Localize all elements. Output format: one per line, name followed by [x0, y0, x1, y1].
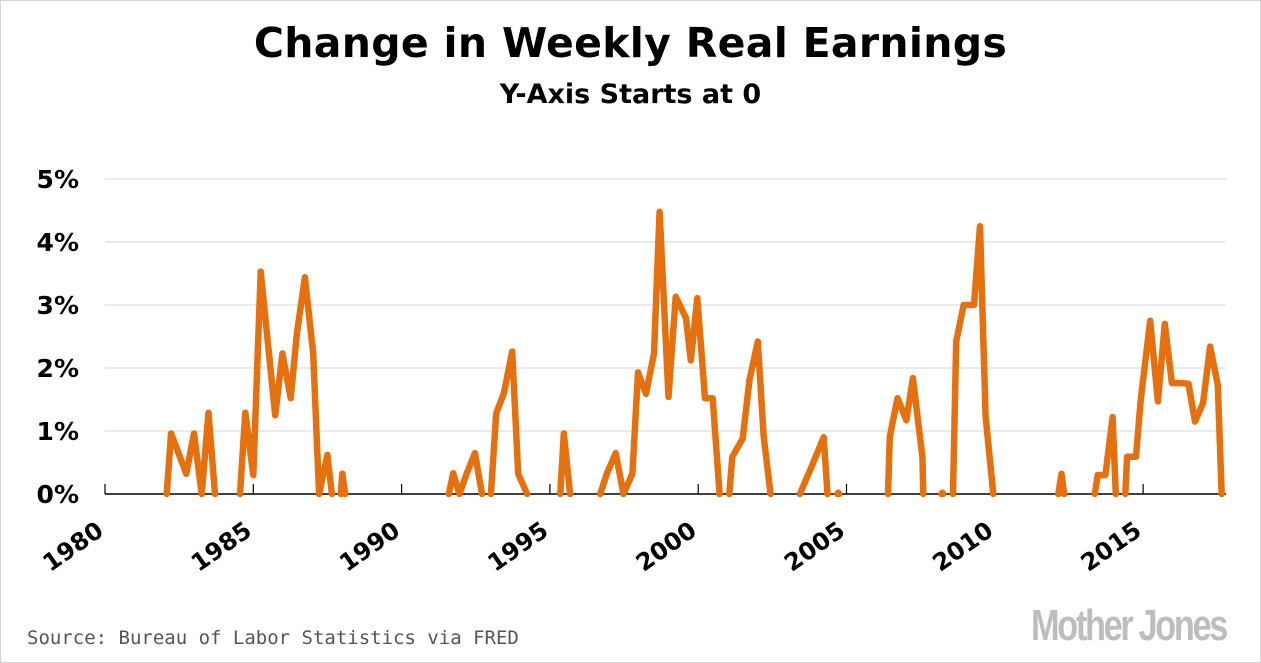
x-tick-label: 2005	[779, 516, 850, 577]
x-tick-label: 1985	[186, 516, 257, 577]
y-axis-labels: 0% 1% 2% 3% 4% 5%	[37, 165, 79, 509]
line-segment	[1091, 413, 1120, 498]
line-segment	[445, 449, 486, 498]
x-tick-label: 2010	[927, 516, 998, 577]
mother-jones-logo: Mother Jones	[1030, 601, 1228, 650]
line-segment	[1122, 317, 1225, 498]
line-segment	[726, 338, 774, 498]
source-note: Source: Bureau of Labor Statistics via F…	[27, 627, 519, 649]
line-segment	[163, 409, 219, 498]
y-tick-label: 2%	[37, 354, 79, 383]
line-segment	[938, 489, 947, 498]
chart-subtitle: Y-Axis Starts at 0	[499, 79, 762, 110]
x-tick-label: 1990	[334, 516, 405, 577]
y-tick-label: 1%	[37, 417, 79, 446]
x-axis: 1980 1985 1990 1995 2000 2005 2010 2015	[38, 484, 1226, 577]
y-tick-label: 3%	[37, 291, 79, 320]
line-segment	[949, 223, 997, 498]
line-segment	[337, 470, 349, 498]
x-tick-label: 2000	[631, 516, 702, 577]
series-line	[163, 208, 1225, 498]
line-segment	[1055, 470, 1068, 498]
line-segment	[597, 208, 723, 498]
y-tick-label: 5%	[37, 165, 79, 194]
y-tick-label: 4%	[37, 228, 79, 257]
line-segment	[557, 430, 574, 498]
line-segment	[796, 434, 831, 498]
line-segment	[834, 489, 843, 498]
line-segment	[487, 348, 531, 498]
line-segment	[884, 374, 927, 498]
x-tick-label: 1995	[483, 516, 554, 577]
line-segment	[236, 268, 336, 498]
x-tick-label: 1980	[38, 516, 109, 577]
y-tick-label: 0%	[37, 480, 79, 509]
x-tick-label: 2015	[1076, 516, 1147, 577]
chart-title: Change in Weekly Real Earnings	[253, 19, 1008, 67]
